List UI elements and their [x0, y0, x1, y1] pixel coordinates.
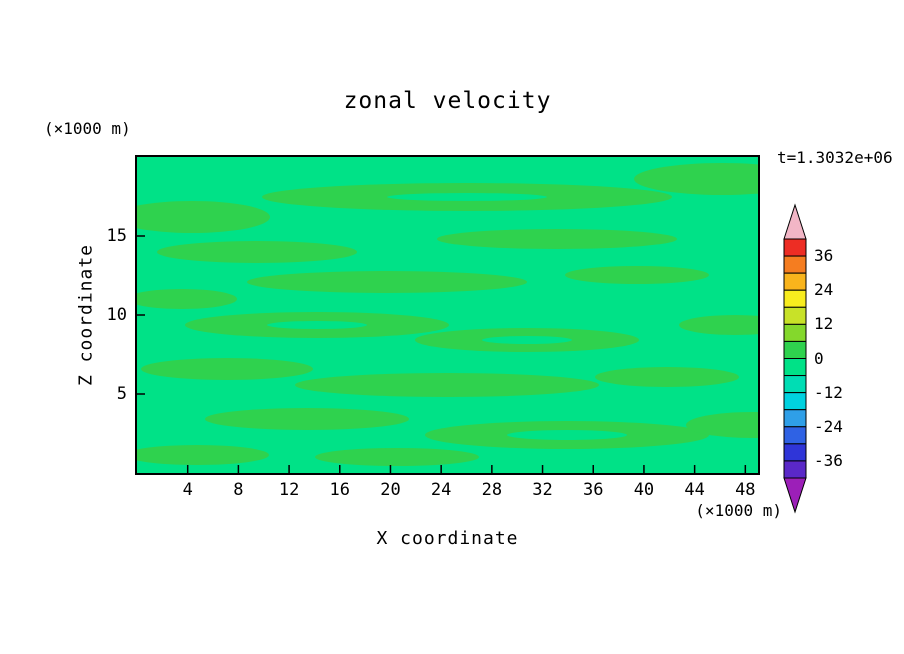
contour-patch: [686, 412, 758, 438]
colorbar-over-arrow: [783, 203, 807, 240]
x-tick-label: 28: [481, 480, 503, 500]
contour-hole: [482, 336, 572, 344]
colorbar-tick-label: -12: [814, 382, 843, 402]
contour-patch: [137, 289, 237, 309]
colorbar-segment: [783, 409, 807, 428]
colorbar-tick-label: 24: [814, 280, 834, 300]
x-tick-label: 32: [532, 480, 553, 500]
colorbar-segment: [783, 392, 807, 411]
x-axis-title: X coordinate: [376, 528, 519, 549]
contour-patch: [141, 358, 313, 380]
chart-title: zonal velocity: [343, 88, 552, 114]
x-tick-label: 36: [582, 480, 604, 500]
contour-hole: [387, 193, 547, 201]
colorbar-tick-label: -36: [814, 450, 843, 470]
x-tick-label: 40: [633, 480, 655, 500]
colorbar: [783, 203, 807, 514]
colorbar-segment: [783, 426, 807, 445]
colorbar-tick-label: -24: [814, 416, 843, 436]
x-tick-label: 48: [735, 480, 756, 500]
y-tick-label: 15: [106, 226, 127, 246]
x-tick-label: 16: [329, 480, 351, 500]
plot-frame: [135, 155, 760, 475]
x-tick-label: 4: [182, 480, 193, 500]
y-tick-label: 5: [116, 384, 127, 404]
colorbar-tick-label: 0: [814, 348, 824, 368]
x-tick-label: 24: [430, 480, 452, 500]
colorbar-segment: [783, 255, 807, 274]
colorbar-segment: [783, 443, 807, 462]
y-tick-label: 10: [106, 305, 127, 325]
x-tick-label: 44: [684, 480, 705, 500]
contour-patch: [565, 266, 709, 284]
colorbar-tick-label: 12: [814, 314, 834, 334]
contour-patch: [295, 373, 599, 397]
time-annotation: t=1.3032e+06: [777, 148, 893, 167]
colorbar-segment: [783, 323, 807, 342]
colorbar-segment: [783, 238, 807, 257]
contour-hole: [507, 430, 627, 440]
x-tick-label: 20: [380, 480, 401, 500]
contour-patch: [595, 367, 739, 387]
colorbar-segment: [783, 272, 807, 291]
colorbar-segment: [783, 460, 807, 479]
colorbar-tick-label: 36: [814, 246, 834, 266]
x-axis-units-label: (×1000 m): [695, 501, 782, 520]
contour-patch: [247, 271, 527, 293]
colorbar-under-arrow: [783, 477, 807, 514]
x-tick-label: 12: [278, 480, 300, 500]
contour-patch: [679, 315, 758, 335]
colorbar-segment: [783, 340, 807, 360]
colorbar-segment: [783, 358, 807, 377]
contour-patch: [137, 201, 270, 233]
contour-patch: [437, 229, 677, 249]
contour-patch: [157, 241, 357, 263]
contour-patch: [205, 408, 409, 430]
x-tick-label: 8: [233, 480, 244, 500]
contour-patch: [634, 163, 758, 195]
colorbar-segment: [783, 289, 807, 308]
contour-hole: [267, 321, 367, 329]
colorbar-segment: [783, 375, 807, 394]
contour-patch: [315, 448, 479, 466]
contour-field: [137, 157, 758, 473]
colorbar-segment: [783, 306, 807, 325]
contour-patch: [137, 445, 269, 465]
y-axis-title: Z coordinate: [75, 243, 97, 387]
y-axis-units-label: (×1000 m): [44, 119, 131, 138]
